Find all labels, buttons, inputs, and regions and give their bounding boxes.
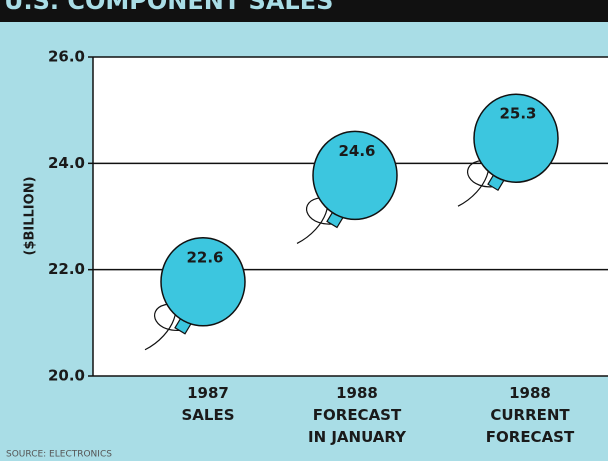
balloon-group: 22.6: [144, 237, 246, 351]
x-tick-label: 1988 CURRENT FORECAST: [485, 384, 575, 446]
balloon-string: [457, 160, 499, 207]
y-tick-label: 20.0: [48, 367, 85, 385]
y-tick-label: 24.0: [48, 154, 85, 172]
x-tick-label: 1987 SALES: [181, 384, 235, 424]
y-axis-label: ($BILLION): [23, 176, 38, 255]
balloon: [312, 130, 398, 221]
balloon: [473, 93, 559, 183]
y-tick-label: 26.0: [48, 48, 85, 66]
value-label: 25.3: [499, 105, 536, 123]
balloon-string: [296, 197, 338, 244]
balloon: [160, 237, 246, 327]
x-tick-label: 1988 FORECAST IN JANUARY: [307, 384, 407, 446]
value-label: 24.6: [338, 142, 375, 160]
source: SOURCE: ELECTRONICS: [6, 450, 112, 460]
balloon-string: [144, 303, 186, 351]
title-band: [0, 0, 608, 22]
balloon-group: 25.3: [457, 93, 559, 207]
value-label: 22.6: [186, 248, 223, 266]
chart-title: U.S. COMPONENT SALES: [4, 0, 333, 15]
balloon-group: 24.6: [296, 130, 398, 244]
y-tick-label: 22.0: [48, 260, 85, 278]
